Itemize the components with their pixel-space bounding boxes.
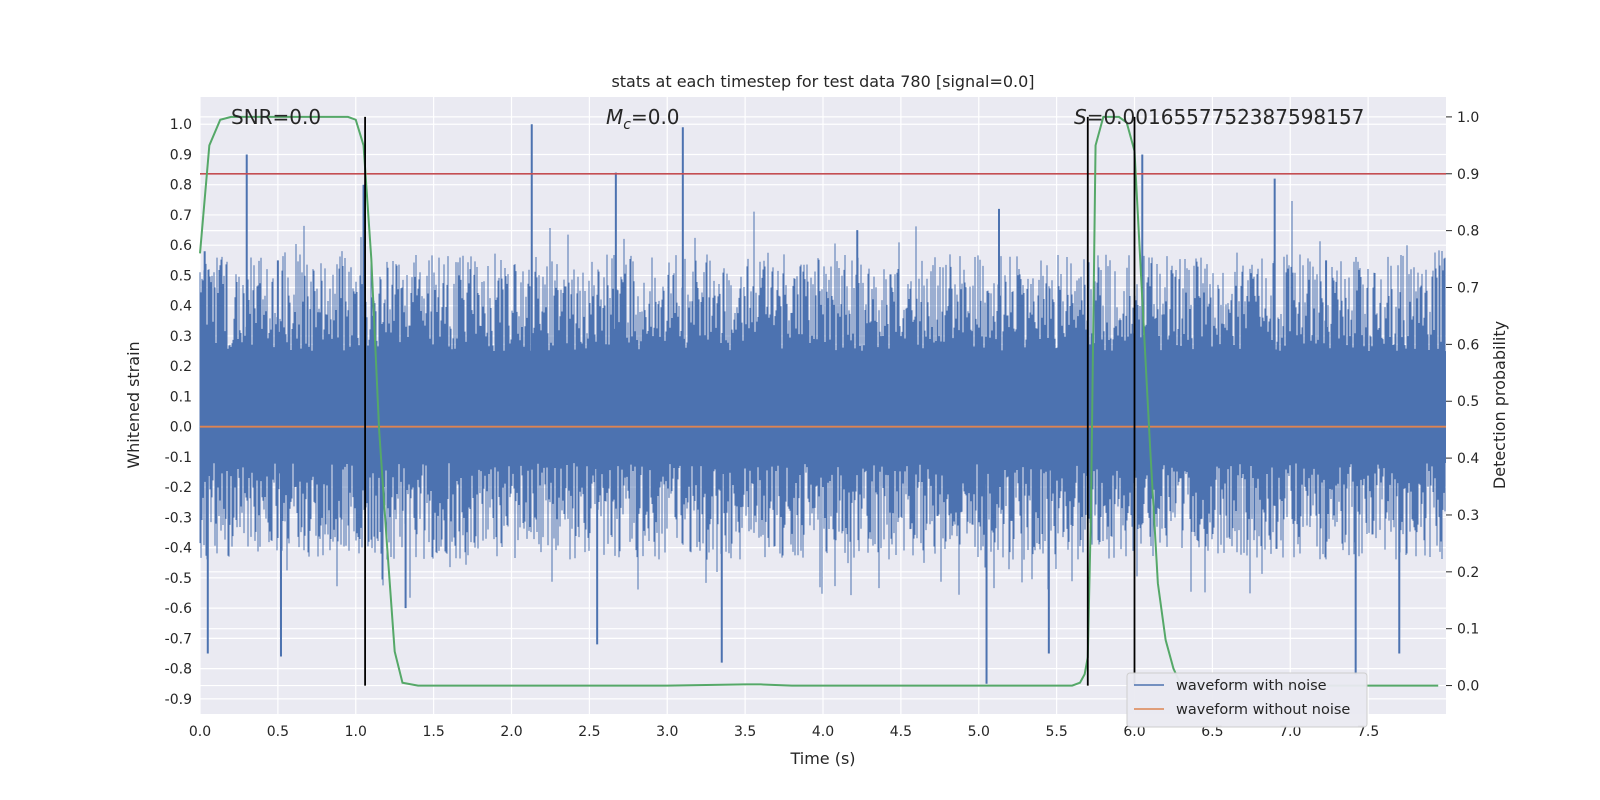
right-y-tick-label: 0.7 — [1457, 281, 1479, 297]
y-tick-label: 0.4 — [170, 299, 192, 315]
right-y-tick-label: 0.2 — [1457, 565, 1479, 581]
y-tick-label: 0.2 — [170, 359, 192, 375]
right-y-tick-label: 0.1 — [1457, 622, 1479, 638]
y-tick-label: 0.8 — [170, 178, 192, 194]
y-tick-label: 0.3 — [170, 329, 192, 345]
chart-title: stats at each timestep for test data 780… — [611, 72, 1034, 91]
x-axis-label: Time (s) — [789, 749, 855, 768]
legend-box — [1126, 672, 1368, 728]
x-tick-label: 7.0 — [1279, 724, 1301, 740]
x-tick-label: 3.5 — [734, 724, 756, 740]
chirp-mass-value: =0.0 — [631, 105, 680, 129]
right-y-axis-label: Detection probability — [1490, 321, 1509, 489]
y-tick-label: 0.0 — [170, 420, 192, 436]
x-tick-label: 4.5 — [890, 724, 912, 740]
x-tick-label: 1.5 — [422, 724, 444, 740]
right-y-tick-label: 1.0 — [1457, 110, 1479, 126]
x-tick-label: 6.0 — [1123, 724, 1145, 740]
detection-probability-series — [199, 115, 1439, 687]
x-tick-label: 0.0 — [189, 724, 211, 740]
right-y-tick-label: 0.6 — [1457, 337, 1479, 353]
y-tick-labels: 1.0 0.9 0.8 0.7 0.6 0.5 0.4 0.3 0.2 0.1 0.0 -0.1 -0.… — [165, 117, 192, 708]
legend-noise-label: waveform with noise — [1176, 678, 1327, 694]
y-axis-label: Whitened strain — [124, 341, 143, 468]
y-tick-label: -0.9 — [165, 692, 192, 708]
y-tick-label: 0.9 — [170, 147, 192, 163]
x-tick-label: 2.5 — [578, 724, 600, 740]
chirp-mass-annotation: Mc=0.0 — [606, 105, 680, 133]
y-tick-label: -0.6 — [165, 601, 192, 617]
right-y-tick-labels: 1.0 0.9 0.8 0.7 0.6 0.5 0.4 0.3 0.2 0.1 0.0 — [1446, 110, 1479, 695]
legend-clean-label: waveform without noise — [1176, 702, 1350, 718]
y-tick-label: -0.5 — [165, 571, 192, 587]
y-tick-label: -0.7 — [165, 631, 192, 647]
right-y-tick-label: 0.4 — [1457, 451, 1479, 467]
x-tick-label: 1.0 — [345, 724, 367, 740]
x-tick-label: 0.5 — [267, 724, 289, 740]
s-value: =0.001655775238759815​7 — [1087, 105, 1365, 129]
y-tick-label: -0.3 — [165, 510, 192, 526]
right-y-tick-label: 0.3 — [1457, 508, 1479, 524]
right-y-tick-label: 0.8 — [1457, 224, 1479, 240]
noise-lower-spikes — [199, 426, 1446, 598]
legend: waveform with noise waveform without noi… — [1126, 672, 1368, 728]
x-tick-label: 5.5 — [1045, 724, 1067, 740]
x-tick-label: 6.5 — [1201, 724, 1223, 740]
y-tick-label: -0.4 — [165, 541, 192, 557]
y-tick-label: 0.7 — [170, 208, 192, 224]
chirp-mass-symbol: M — [606, 105, 623, 129]
x-tick-label: 5.0 — [968, 724, 990, 740]
s-annotation: S=0.001655775238759815​7 — [1074, 105, 1364, 129]
right-y-tick-label: 0.0 — [1457, 679, 1479, 695]
x-tick-label: 3.0 — [656, 724, 678, 740]
y-tick-label: -0.2 — [165, 480, 192, 496]
noise-waveform-series — [199, 124, 1446, 684]
snr-annotation: SNR=0.0 — [231, 105, 321, 129]
x-tick-label: 4.0 — [812, 724, 834, 740]
y-tick-label: -0.1 — [165, 450, 192, 466]
x-tick-label: 7.5 — [1357, 724, 1379, 740]
x-tick-label: 2.0 — [500, 724, 522, 740]
y-tick-label: -0.8 — [165, 662, 192, 678]
x-tick-labels: 0.0 0.5 1.0 1.5 2.0 2.5 3.0 3.5 4.0 4.5 5.0 5.5 6.0 6… — [189, 724, 1379, 740]
chirp-mass-subscript: c — [623, 117, 631, 133]
vertical-markers — [364, 116, 1136, 686]
y-tick-label: 0.6 — [170, 238, 192, 254]
right-y-tick-label: 0.5 — [1457, 394, 1479, 410]
y-tick-label: 0.5 — [170, 268, 192, 284]
y-tick-label: 0.1 — [170, 389, 192, 405]
right-y-tick-label: 0.9 — [1457, 167, 1479, 183]
y-tick-label: 1.0 — [170, 117, 192, 133]
probability-line — [199, 115, 1439, 687]
s-symbol: S — [1074, 105, 1087, 129]
